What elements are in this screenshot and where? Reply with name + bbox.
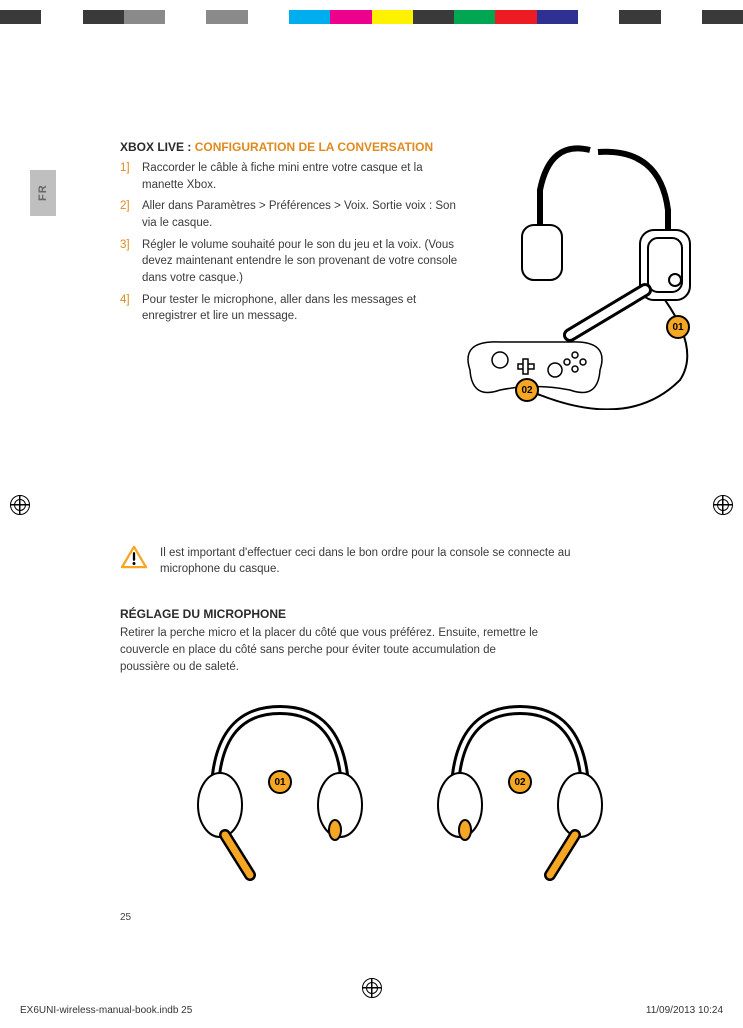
step-number: 4] — [120, 292, 142, 325]
color-swatch — [330, 10, 371, 24]
callout-badge-02: 02 — [515, 378, 539, 402]
color-swatch — [537, 10, 578, 24]
footer-timestamp: 11/09/2013 10:24 — [646, 1005, 723, 1016]
registration-mark-bottom — [362, 978, 382, 998]
color-swatch — [83, 10, 124, 24]
step-text: Raccorder le câble à fiche mini entre vo… — [142, 160, 462, 193]
illustration-headset-controller: 01 02 — [450, 130, 710, 390]
step-number: 3] — [120, 237, 142, 287]
color-swatch — [289, 10, 330, 24]
headset-top-left: 01 — [180, 695, 380, 895]
color-swatch — [0, 10, 41, 24]
color-swatch — [372, 10, 413, 24]
step-text: Aller dans Paramètres > Préférences > Vo… — [142, 198, 462, 231]
page-number: 25 — [120, 912, 131, 923]
section-microphone: RÉGLAGE DU MICROPHONE Retirer la perche … — [120, 607, 680, 895]
print-footer: EX6UNI-wireless-manual-book.indb 25 11/0… — [20, 1005, 723, 1016]
headset-controller-svg — [450, 130, 710, 410]
language-tab: FR — [30, 170, 56, 216]
page-content: XBOX LIVE : CONFIGURATION DE LA CONVERSA… — [120, 140, 680, 895]
color-swatch — [702, 10, 743, 24]
title-suffix: CONFIGURATION DE LA CONVERSATION — [195, 140, 433, 154]
mic-section-title: RÉGLAGE DU MICROPHONE — [120, 607, 680, 621]
color-swatch — [165, 10, 206, 24]
title-prefix: XBOX LIVE : — [120, 140, 195, 154]
step-number: 1] — [120, 160, 142, 193]
color-swatch — [41, 10, 82, 24]
color-swatch — [578, 10, 619, 24]
headset-top-right: 02 — [420, 695, 620, 895]
step-text: Régler le volume souhaité pour le son du… — [142, 237, 462, 287]
color-swatch — [124, 10, 165, 24]
registration-mark-right — [713, 495, 733, 515]
color-swatch — [413, 10, 454, 24]
warning-icon — [120, 545, 148, 569]
step-text: Pour tester le microphone, aller dans le… — [142, 292, 462, 325]
color-swatch — [248, 10, 289, 24]
color-swatch — [495, 10, 536, 24]
mic-section-body: Retirer la perche micro et la placer du … — [120, 625, 540, 675]
callout-badge-01: 01 — [666, 315, 690, 339]
printer-color-bar — [0, 10, 743, 24]
color-swatch — [454, 10, 495, 24]
registration-mark-left — [10, 495, 30, 515]
color-swatch — [619, 10, 660, 24]
illustration-mic-position: 01 02 — [120, 695, 680, 895]
warning-note: Il est important d'effectuer ceci dans l… — [120, 545, 680, 577]
step-number: 2] — [120, 198, 142, 231]
footer-filename: EX6UNI-wireless-manual-book.indb 25 — [20, 1005, 192, 1016]
warning-text: Il est important d'effectuer ceci dans l… — [160, 545, 600, 577]
color-swatch — [206, 10, 247, 24]
color-swatch — [661, 10, 702, 24]
